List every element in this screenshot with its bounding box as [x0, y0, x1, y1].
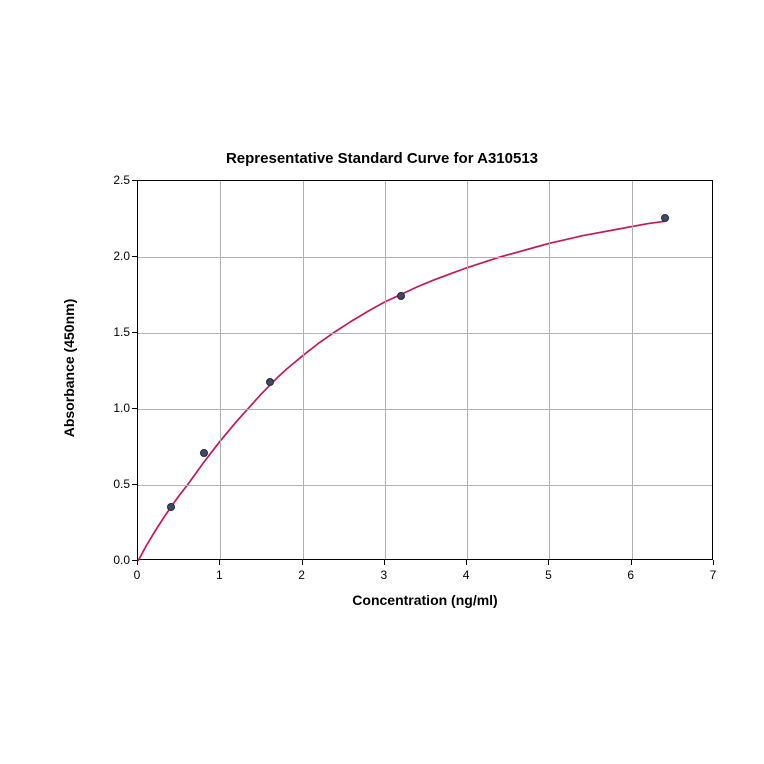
grid-line-vertical — [632, 181, 633, 559]
chart-title: Representative Standard Curve for A31051… — [0, 150, 764, 167]
x-tick-mark — [466, 560, 467, 565]
x-tick-label: 0 — [134, 568, 141, 582]
curve-line — [138, 181, 714, 561]
y-tick-label: 1.5 — [102, 325, 130, 339]
data-point — [397, 292, 405, 300]
y-tick-mark — [132, 484, 137, 485]
x-tick-mark — [713, 560, 714, 565]
grid-line-vertical — [303, 181, 304, 559]
y-tick-mark — [132, 332, 137, 333]
y-tick-mark — [132, 180, 137, 181]
grid-line-vertical — [467, 181, 468, 559]
y-tick-label: 0.0 — [102, 553, 130, 567]
standard-curve-line — [138, 221, 665, 561]
grid-line-vertical — [549, 181, 550, 559]
x-tick-mark — [384, 560, 385, 565]
data-point — [167, 503, 175, 511]
x-tick-mark — [548, 560, 549, 565]
y-tick-mark — [132, 256, 137, 257]
y-tick-mark — [132, 560, 137, 561]
x-tick-mark — [302, 560, 303, 565]
data-point — [200, 449, 208, 457]
grid-line-horizontal — [138, 485, 712, 486]
x-tick-label: 7 — [710, 568, 717, 582]
grid-line-horizontal — [138, 333, 712, 334]
grid-line-vertical — [220, 181, 221, 559]
x-tick-mark — [631, 560, 632, 565]
y-tick-mark — [132, 408, 137, 409]
x-tick-label: 1 — [216, 568, 223, 582]
y-tick-label: 1.0 — [102, 401, 130, 415]
y-tick-label: 2.5 — [102, 173, 130, 187]
x-tick-mark — [219, 560, 220, 565]
x-axis-label: Concentration (ng/ml) — [137, 592, 713, 608]
y-axis-label: Absorbance (450nm) — [61, 218, 77, 518]
y-tick-label: 2.0 — [102, 249, 130, 263]
grid-line-vertical — [385, 181, 386, 559]
x-tick-mark — [137, 560, 138, 565]
data-point — [661, 214, 669, 222]
plot-area — [137, 180, 713, 560]
x-tick-label: 3 — [381, 568, 388, 582]
x-tick-label: 5 — [545, 568, 552, 582]
y-tick-label: 0.5 — [102, 477, 130, 491]
x-tick-label: 4 — [463, 568, 470, 582]
x-tick-label: 6 — [627, 568, 634, 582]
chart-container: Representative Standard Curve for A31051… — [0, 0, 764, 764]
data-point — [266, 378, 274, 386]
grid-line-horizontal — [138, 257, 712, 258]
x-tick-label: 2 — [298, 568, 305, 582]
grid-line-horizontal — [138, 409, 712, 410]
